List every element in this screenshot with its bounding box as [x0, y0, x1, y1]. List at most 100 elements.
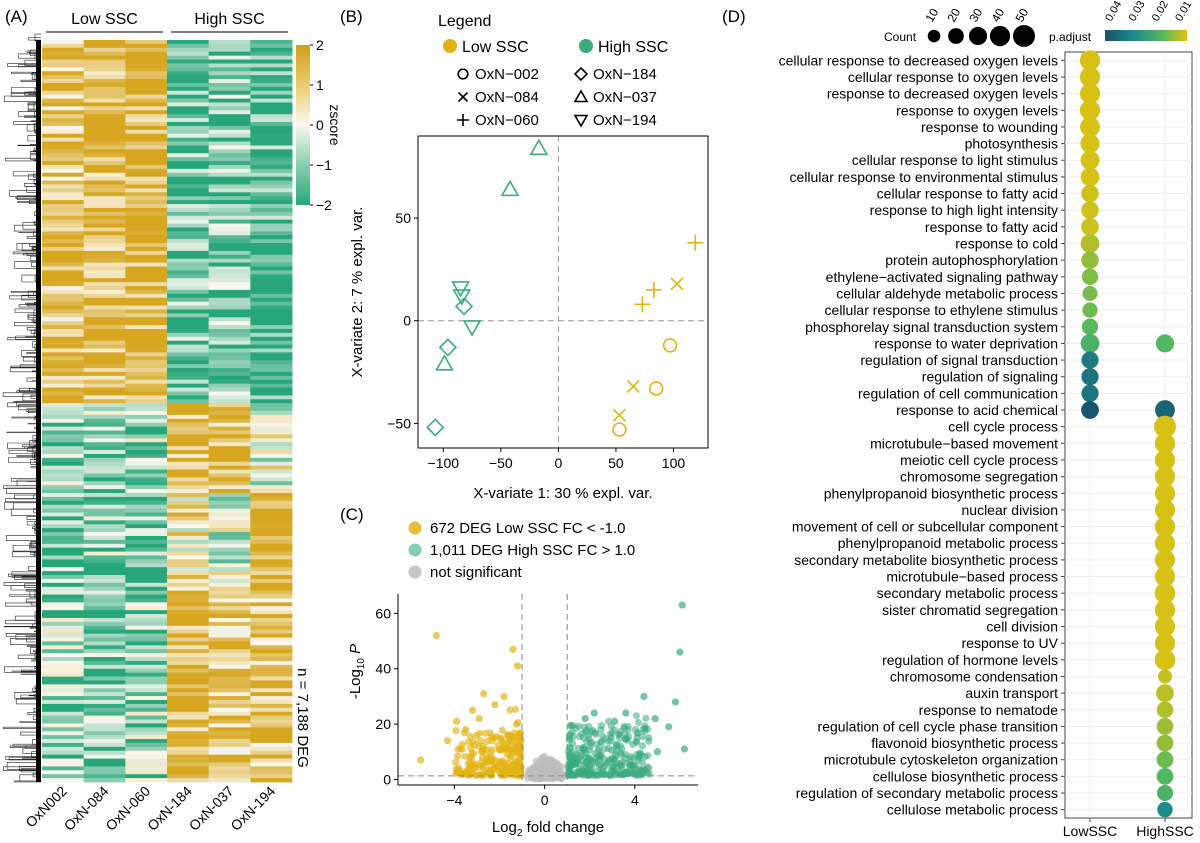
- heatmap-cell: [125, 227, 168, 232]
- low-point: [432, 631, 440, 640]
- heatmap-cell: [208, 610, 251, 615]
- heatmap-cell: [125, 707, 168, 713]
- heatmap-cell: [167, 51, 210, 57]
- heatmap-cell: [167, 102, 210, 107]
- heatmap-cell: [83, 739, 126, 744]
- heatmap-cell: [83, 98, 126, 103]
- heatmap-cell: [167, 543, 210, 549]
- heatmap-cell: [83, 621, 126, 627]
- heatmap-cell: [167, 176, 210, 181]
- heatmap-cell: [208, 735, 251, 740]
- enrichment-dot: [1154, 616, 1176, 637]
- heatmap-cell: [125, 668, 168, 674]
- heatmap-cell: [42, 344, 85, 349]
- legend-group-swatch: [579, 39, 593, 53]
- heatmap-cell: [83, 59, 126, 64]
- heatmap-cell: [208, 434, 251, 439]
- heatmap-cell: [83, 219, 126, 224]
- heatmap-cell: [83, 465, 126, 470]
- heatmap-cell: [167, 688, 210, 693]
- enrichment-dot: [1154, 449, 1176, 471]
- heatmap-cell: [125, 543, 168, 549]
- low-point: [477, 771, 485, 779]
- term-label: chromosome condensation: [890, 668, 1058, 684]
- heatmap-cell: [167, 770, 210, 775]
- high-point: [676, 648, 684, 656]
- heatmap-cell: [42, 164, 85, 170]
- heatmap-cell: [83, 63, 126, 68]
- heatmap-cell: [167, 750, 210, 756]
- low-point: [483, 737, 491, 746]
- heatmap-cell: [83, 231, 126, 236]
- heatmap-cell: [83, 778, 126, 783]
- heatmap-cell: [250, 371, 293, 377]
- heatmap-cell: [167, 172, 210, 178]
- heatmap-cell: [167, 735, 210, 740]
- heatmap-cell: [125, 477, 168, 482]
- heatmap-cell: [250, 106, 293, 111]
- heatmap-cell: [42, 309, 85, 314]
- heatmap-cell: [208, 559, 251, 564]
- heatmap-cell: [42, 485, 85, 490]
- low-point: [491, 756, 499, 764]
- heatmap-cell: [83, 262, 126, 267]
- heatmap-cell: [208, 629, 251, 634]
- heatmap-cell: [42, 383, 85, 388]
- term-label: meiotic cell cycle process: [900, 452, 1058, 468]
- heatmap-cell: [125, 434, 168, 439]
- heatmap-cell: [250, 188, 293, 193]
- heatmap-cell: [42, 211, 85, 217]
- heatmap-cell: [208, 707, 251, 713]
- high-point: [639, 733, 647, 741]
- heatmap-cell: [42, 184, 85, 189]
- heatmap-cell: [83, 735, 126, 740]
- heatmap-cell: [83, 426, 126, 431]
- heatmap-column-labels: OxN002OxN-084OxN-060OxN-184OxN-037OxN-19…: [22, 783, 278, 834]
- heatmap-cell: [250, 645, 293, 650]
- heatmap-cell: [208, 137, 251, 142]
- heatmap-cell: [125, 71, 168, 76]
- heatmap-cell: [125, 184, 168, 189]
- heatmap-cell: [42, 617, 85, 623]
- low-point: [452, 758, 460, 766]
- heatmap-cell: [250, 141, 293, 146]
- x-tick-label: −100: [428, 455, 460, 471]
- heatmap-cell: [167, 637, 210, 642]
- heatmap-cell: [125, 106, 168, 111]
- size-legend-label: 10: [922, 6, 941, 25]
- heatmap-cell: [42, 657, 85, 662]
- heatmap-cell: [250, 493, 293, 498]
- heatmap-cell: [167, 348, 210, 353]
- heatmap-cell: [83, 270, 126, 275]
- heatmap-cell: [125, 305, 168, 310]
- heatmap-cell: [208, 727, 251, 732]
- heatmap-cell: [208, 524, 251, 529]
- heatmap-cell: [167, 715, 210, 720]
- heatmap-cell: [83, 145, 126, 150]
- heatmap-cell: [42, 528, 85, 533]
- heatmap-cell: [83, 317, 126, 322]
- heatmap-cell: [208, 649, 251, 654]
- heatmap-cell: [42, 79, 85, 84]
- high-point: [680, 745, 689, 753]
- heatmap-cell: [250, 582, 293, 588]
- low-point: [514, 719, 522, 727]
- heatmap-cell: [167, 204, 210, 209]
- heatmap-cell: [167, 286, 210, 291]
- heatmap-cell: [167, 317, 210, 322]
- heatmap-cell: [125, 496, 168, 502]
- heatmap-cell: [208, 82, 251, 88]
- high-point: [564, 761, 572, 770]
- heatmap-cell: [125, 207, 168, 213]
- term-label: response to water deprivation: [874, 335, 1058, 351]
- heatmap-cell: [83, 606, 126, 611]
- heatmap-cell: [42, 664, 85, 670]
- heatmap-cell: [42, 43, 85, 49]
- heatmap-cell: [125, 617, 168, 623]
- heatmap-cell: [125, 102, 168, 107]
- heatmap-cell: [83, 742, 126, 748]
- heatmap-cell: [42, 524, 85, 529]
- heatmap-cell: [42, 129, 85, 135]
- heatmap-cell: [42, 141, 85, 146]
- heatmap-cell: [83, 625, 126, 631]
